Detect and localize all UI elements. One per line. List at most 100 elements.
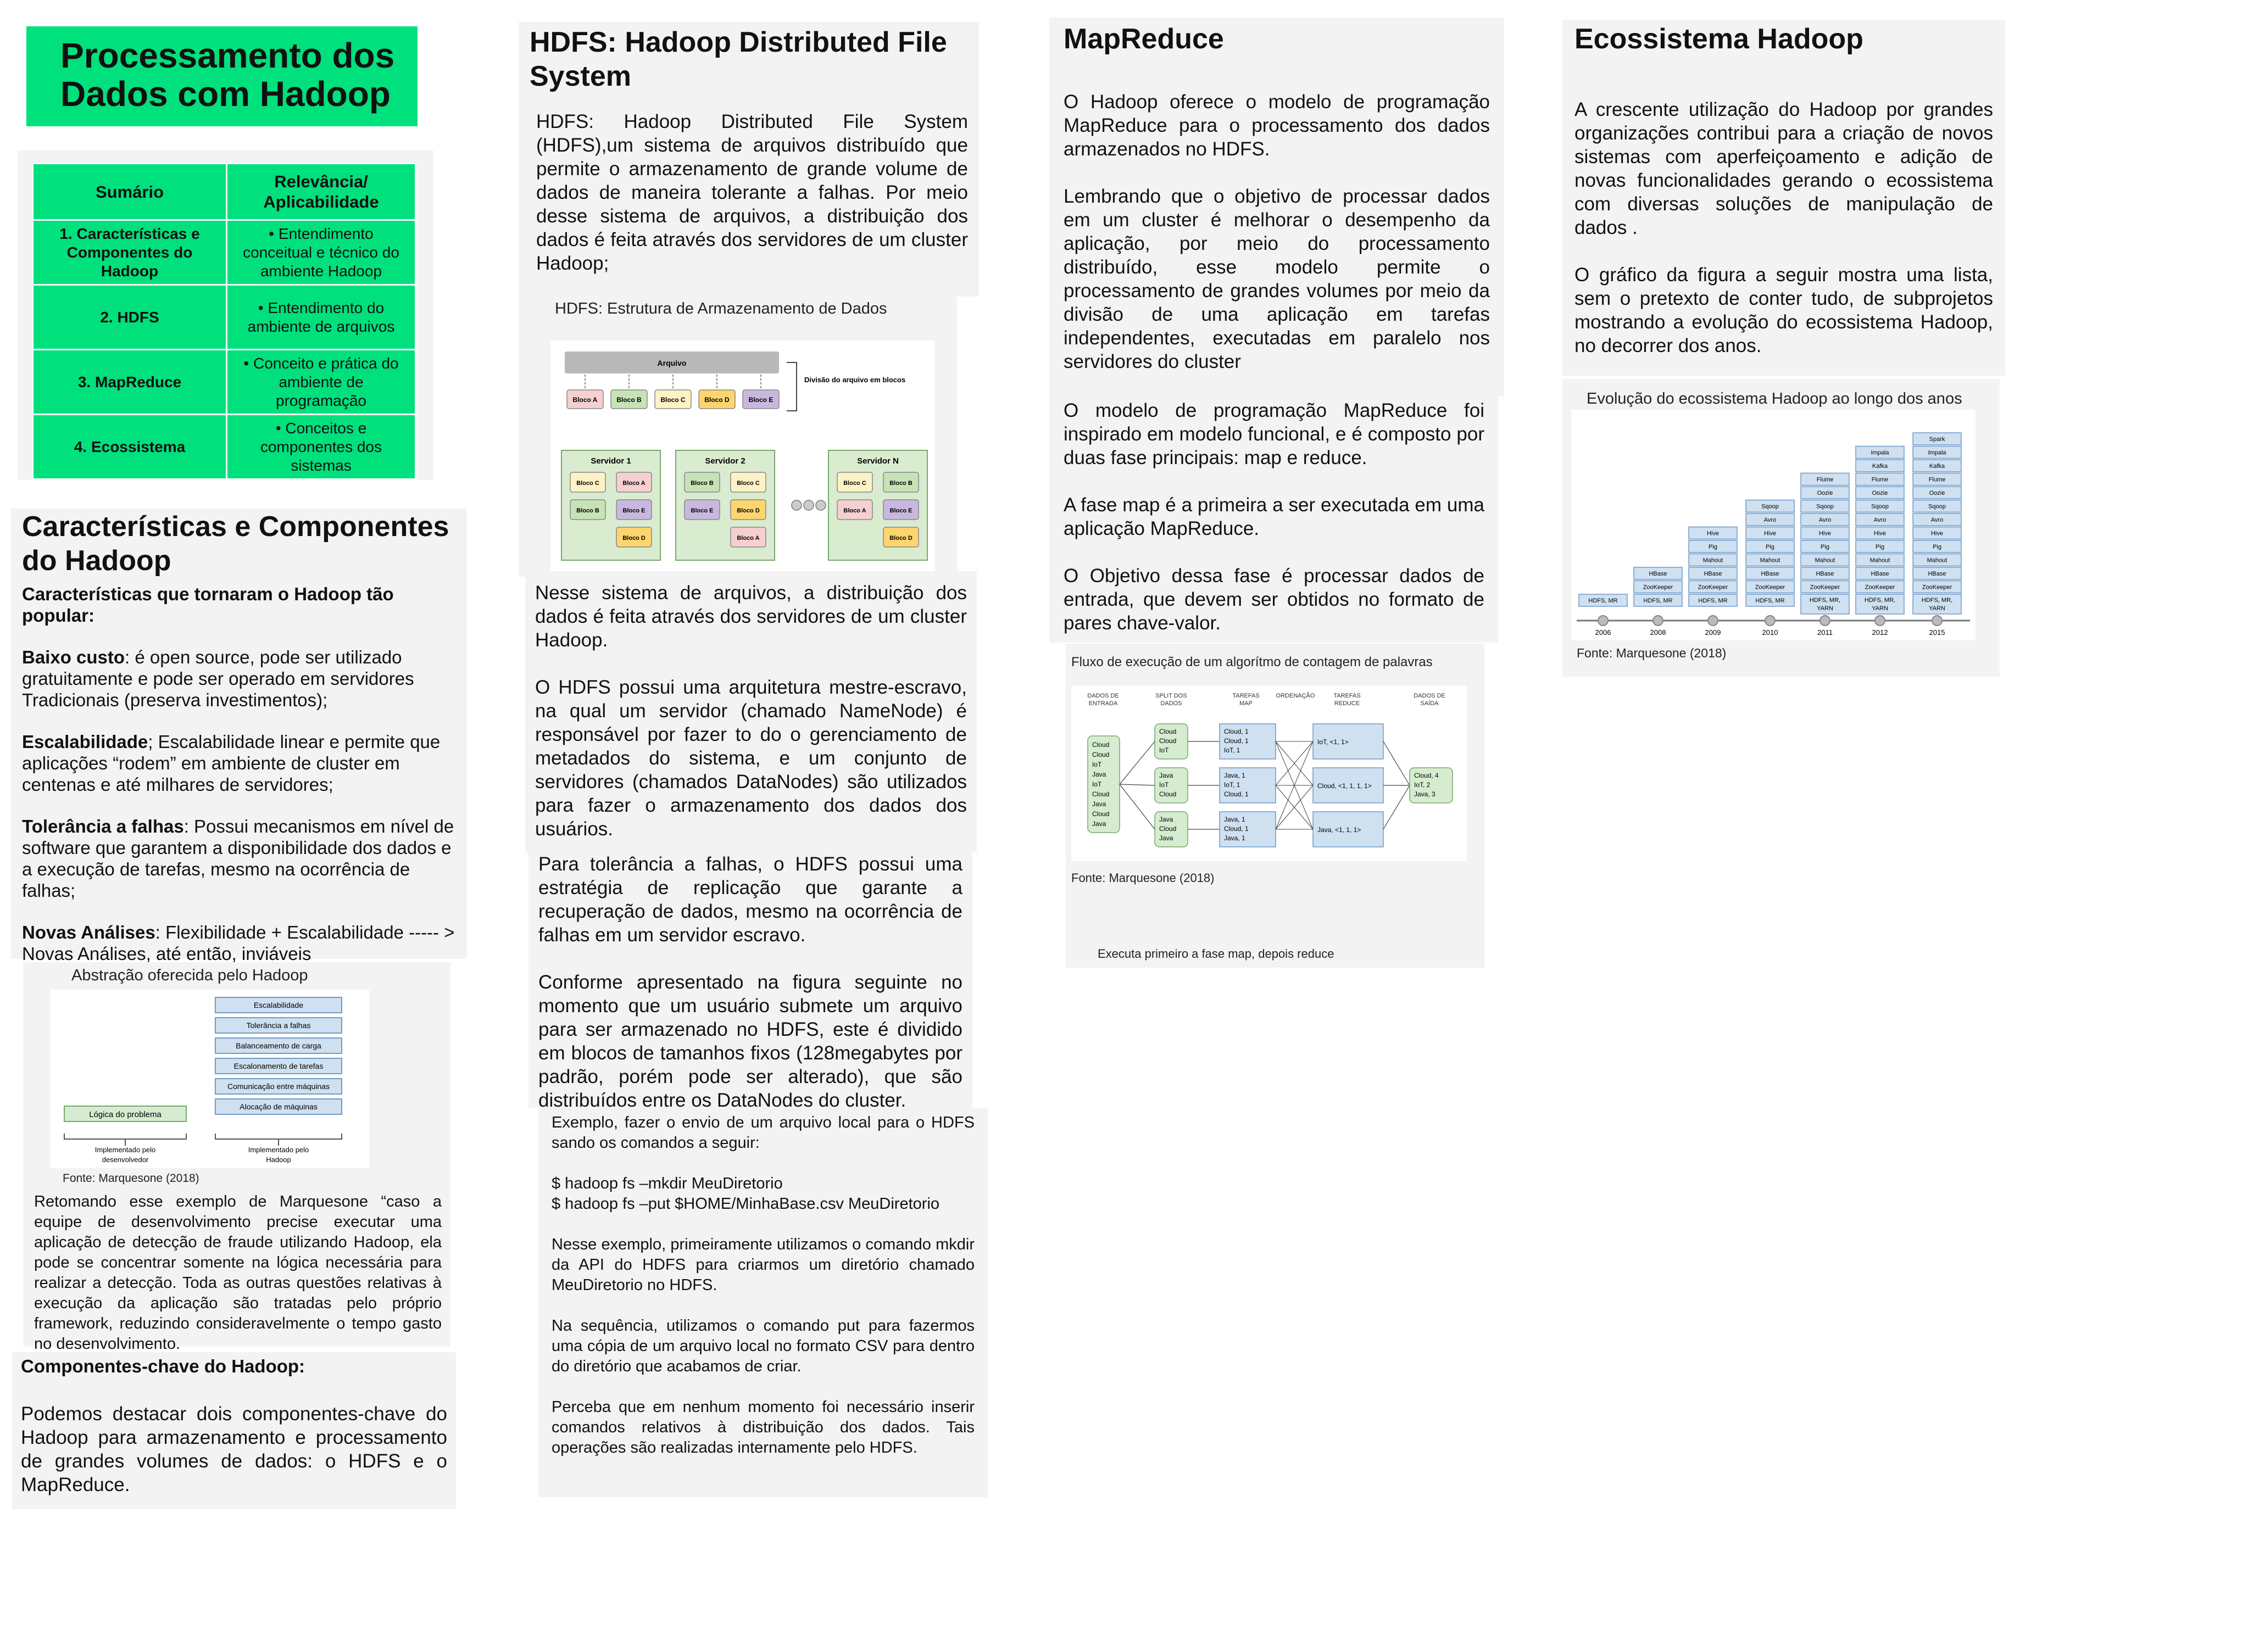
mapreduce-p1: O Hadoop oferece o modelo de programação… <box>1064 91 1490 160</box>
server-block-label: Bloco C <box>576 480 599 487</box>
flow-column-header: TAREFAS <box>1232 693 1259 699</box>
ecossistema-chart: HDFS, MR 2006 HDFS, MR ZooKeeper HBase 2008 HD… <box>1571 410 1976 640</box>
ecosystem-project-box <box>1855 580 1905 594</box>
flow-reduce-box <box>1312 811 1384 847</box>
server-block <box>837 472 873 493</box>
table-row: 4. Ecossistema Conceitos e componentes d… <box>32 414 416 480</box>
flow-column-header: SAÍDA <box>1420 700 1439 707</box>
flow-reduce-label: Cloud, <1, 1, 1, 1> <box>1317 782 1372 790</box>
ecosystem-project-label: Mahout <box>1927 557 1947 564</box>
ecosystem-project-label: HDFS, MR, <box>1865 597 1895 604</box>
ecosystem-project-box <box>1855 445 1905 459</box>
block-label: Bloco D <box>704 396 730 404</box>
summary-relevance: Conceito e prática do ambiente de progra… <box>226 349 416 415</box>
ecosystem-project-label-cont: YARN <box>1872 605 1888 612</box>
timeline-year: 2011 <box>1817 628 1833 637</box>
timeline-marker <box>1874 615 1885 626</box>
ecosystem-project-box <box>1688 540 1738 553</box>
flow-map-pair: Cloud, 1 <box>1224 825 1249 833</box>
ecosystem-project-box <box>1855 567 1905 580</box>
flow-column-header: ENTRADA <box>1089 700 1118 707</box>
block-label: Bloco A <box>573 396 598 404</box>
ecosystem-project-label: Flume <box>1872 477 1889 483</box>
server-block-label: Bloco C <box>737 480 760 487</box>
ecossistema-p2: O gráfico da figura a seguir mostra uma … <box>1574 264 1993 356</box>
ecossistema-chart-panel: Evolução do ecossistema Hadoop ao longo … <box>1562 379 2000 677</box>
ecosystem-project-label: Flume <box>1817 477 1834 483</box>
hdfs-p3: O HDFS possui uma arquitetura mestre-esc… <box>535 677 967 840</box>
item-term: Baixo custo <box>22 647 125 667</box>
caracteristicas-item-3: Tolerância a falhas: Possui mecanismos e… <box>22 816 456 901</box>
item-text: ; Escalabilidade linear e permite que ap… <box>22 732 441 795</box>
server-block <box>570 499 606 520</box>
block <box>742 389 780 409</box>
ecosystem-project-box <box>1855 499 1905 513</box>
summary-header-row: Sumário Relevância/ Aplicabilidade <box>32 163 416 221</box>
hdfs-heading-line-2: System <box>530 60 631 92</box>
hdfs-diagram-panel: HDFS: Estrutura de Armazenamento de Dado… <box>519 293 957 577</box>
caracteristicas-item-1: Baixo custo: é open source, pode ser uti… <box>22 646 456 711</box>
server-block-label: Bloco A <box>843 507 866 514</box>
item-text: : Flexibilidade + Escalabilidade ----- >… <box>22 922 455 964</box>
ecosystem-project-box <box>1745 540 1795 553</box>
flow-input-word: Java <box>1092 771 1106 778</box>
ecosystem-project-box <box>1855 594 1905 615</box>
ecosystem-project-label-cont: YARN <box>1817 605 1833 612</box>
hadoop-bracket <box>215 1134 342 1140</box>
mapreduce-p2: Lembrando que o objetivo de processar da… <box>1064 186 1490 372</box>
flow-map-pair: Java, 1 <box>1224 772 1245 779</box>
ecosystem-project-label: Sqoop <box>1928 504 1946 510</box>
ecosystem-project-label: Pig <box>1709 544 1717 550</box>
timeline-marker <box>1819 615 1830 626</box>
server-block <box>730 499 766 520</box>
ecosystem-project-box <box>1800 553 1850 567</box>
flow-input-word: Java <box>1092 820 1106 828</box>
hdfs-panel-3: Para tolerância a falhas, o HDFS possui … <box>528 846 972 1111</box>
hdfs-panel-1: HDFS: Hadoop Distributed File System HDF… <box>519 22 979 297</box>
ecosystem-project-box <box>1745 526 1795 540</box>
example-cmd-1: $ hadoop fs –mkdir MeuDiretorio <box>552 1175 783 1192</box>
abstracao-source: Fonte: Marquesone (2018) <box>63 1172 199 1185</box>
example-cmd-2: $ hadoop fs –put $HOME/MinhaBase.csv Meu… <box>552 1195 940 1213</box>
ecosystem-project-box <box>1912 594 1962 615</box>
ecosystem-project-label-cont: YARN <box>1929 605 1945 612</box>
server-block <box>684 499 720 520</box>
summary-header-relevance: Relevância/ Aplicabilidade <box>226 163 416 221</box>
flow-note: Executa primeiro a fase map, depois redu… <box>1098 947 1334 961</box>
server-block <box>570 472 606 493</box>
flow-shuffle-arrow <box>1275 741 1314 830</box>
dev-label-2: desenvolvedor <box>102 1156 149 1164</box>
caracteristicas-heading: Características e Componentes do Hadoop <box>22 510 456 578</box>
flow-split-word: Java <box>1159 772 1173 779</box>
ecosystem-project-box <box>1745 594 1795 607</box>
ecosystem-project-label: HDFS, MR <box>1643 598 1672 604</box>
ecosystem-project-label: Mahout <box>1760 557 1780 564</box>
ecosystem-project-label: HDFS, MR <box>1588 598 1617 604</box>
timeline-year: 2015 <box>1929 628 1945 637</box>
ecosystem-project-label: Kafka <box>1872 463 1888 470</box>
ecosystem-project-label: HDFS, MR <box>1698 598 1727 604</box>
ecosystem-project-label: HDFS, MR <box>1755 598 1784 604</box>
server-block <box>730 527 766 548</box>
hdfs-diagram-caption: HDFS: Estrutura de Armazenamento de Dado… <box>555 300 887 317</box>
timeline-marker <box>1652 615 1663 626</box>
ecosystem-project-box <box>1912 513 1962 526</box>
server-block-label: Bloco A <box>737 535 759 542</box>
ecosystem-project-label: Pig <box>1876 544 1884 550</box>
example-p1: Exemplo, fazer o envio de um arquivo loc… <box>552 1114 975 1152</box>
timeline-year: 2009 <box>1705 628 1721 637</box>
hadoop-feature-label: Tolerância a falhas <box>247 1021 311 1030</box>
flow-column-header: DADOS DE <box>1414 693 1445 699</box>
ecosystem-project-label: HBase <box>1704 571 1722 577</box>
flow-arrow <box>1119 784 1155 830</box>
hadoop-feature-box <box>215 1037 342 1054</box>
ecosystem-project-box <box>1800 540 1850 553</box>
ecosystem-project-box <box>1800 567 1850 580</box>
caracteristicas-heading-line-2: do Hadoop <box>22 545 171 577</box>
ecosystem-project-label: Avro <box>1874 517 1886 523</box>
flow-map-box <box>1219 811 1276 847</box>
flow-caption: Fluxo de execução de um algorítmo de con… <box>1071 655 1433 669</box>
ecosystem-project-label: Hive <box>1707 531 1719 537</box>
dev-label-1: Implementado pelo <box>95 1146 156 1154</box>
flow-column-header: DADOS <box>1160 700 1182 707</box>
